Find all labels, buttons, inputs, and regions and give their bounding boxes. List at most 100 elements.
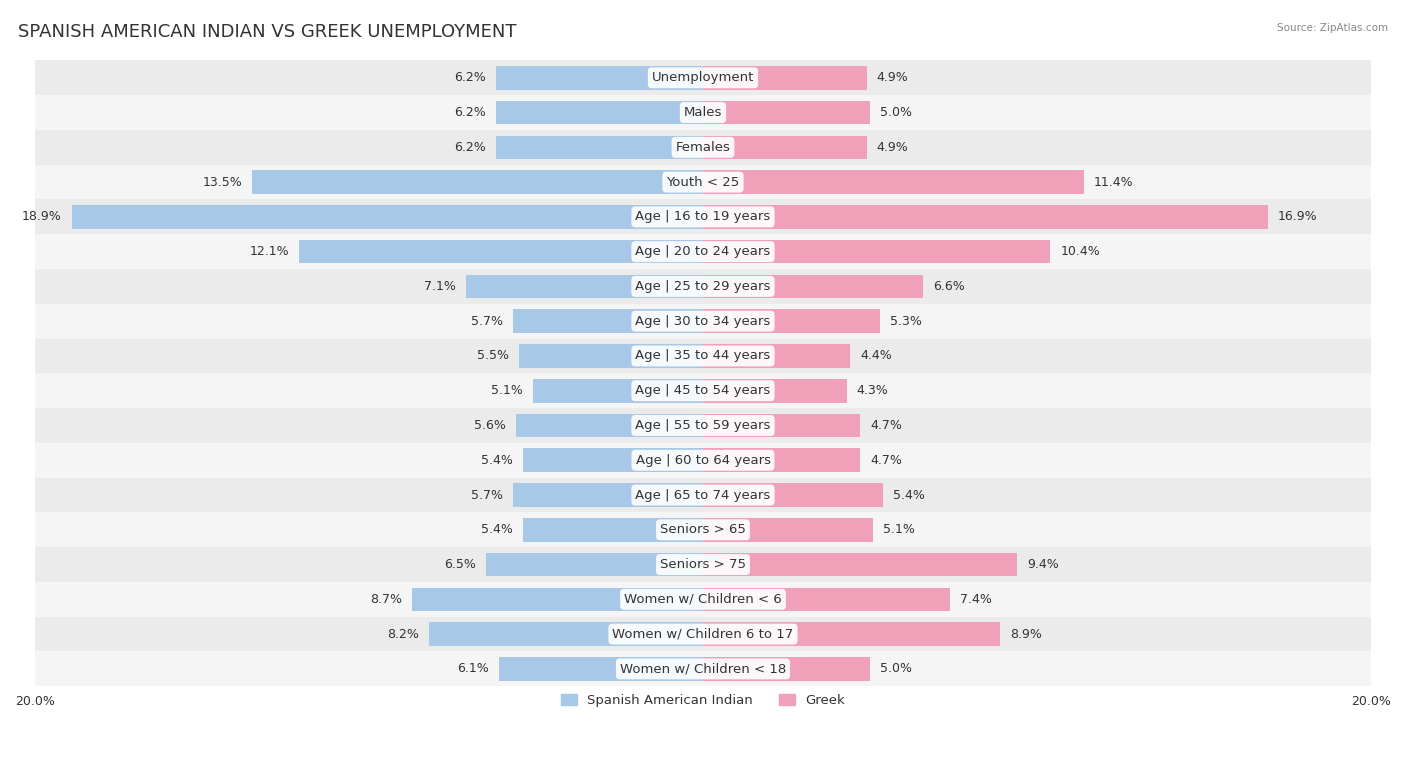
Bar bbox=[703, 170, 1084, 194]
Bar bbox=[35, 200, 1371, 234]
Text: 4.9%: 4.9% bbox=[877, 71, 908, 84]
Text: 12.1%: 12.1% bbox=[249, 245, 288, 258]
Text: 8.2%: 8.2% bbox=[387, 628, 419, 640]
Text: 18.9%: 18.9% bbox=[22, 210, 62, 223]
Text: 4.7%: 4.7% bbox=[870, 419, 901, 432]
Bar bbox=[703, 310, 880, 333]
Text: 11.4%: 11.4% bbox=[1094, 176, 1133, 188]
Text: SPANISH AMERICAN INDIAN VS GREEK UNEMPLOYMENT: SPANISH AMERICAN INDIAN VS GREEK UNEMPLO… bbox=[18, 23, 517, 41]
Text: Age | 35 to 44 years: Age | 35 to 44 years bbox=[636, 350, 770, 363]
Text: 8.9%: 8.9% bbox=[1011, 628, 1042, 640]
Bar bbox=[35, 165, 1371, 200]
Text: Age | 20 to 24 years: Age | 20 to 24 years bbox=[636, 245, 770, 258]
Bar bbox=[35, 547, 1371, 582]
Bar bbox=[486, 553, 703, 576]
Bar bbox=[519, 344, 703, 368]
Text: 4.7%: 4.7% bbox=[870, 453, 901, 467]
Text: 6.2%: 6.2% bbox=[454, 106, 486, 119]
Bar bbox=[35, 61, 1371, 95]
Text: 4.9%: 4.9% bbox=[877, 141, 908, 154]
Bar bbox=[299, 240, 703, 263]
Bar bbox=[72, 205, 703, 229]
Text: Age | 45 to 54 years: Age | 45 to 54 years bbox=[636, 385, 770, 397]
Text: 6.2%: 6.2% bbox=[454, 71, 486, 84]
Bar bbox=[35, 373, 1371, 408]
Text: Youth < 25: Youth < 25 bbox=[666, 176, 740, 188]
Text: 4.3%: 4.3% bbox=[856, 385, 889, 397]
Bar bbox=[703, 101, 870, 124]
Text: Males: Males bbox=[683, 106, 723, 119]
Text: 4.4%: 4.4% bbox=[860, 350, 891, 363]
Bar bbox=[703, 553, 1017, 576]
Text: 8.7%: 8.7% bbox=[370, 593, 402, 606]
Bar bbox=[35, 304, 1371, 338]
Bar bbox=[499, 657, 703, 681]
Bar bbox=[412, 587, 703, 611]
Bar bbox=[35, 512, 1371, 547]
Text: 5.4%: 5.4% bbox=[481, 453, 513, 467]
Text: Age | 16 to 19 years: Age | 16 to 19 years bbox=[636, 210, 770, 223]
Bar bbox=[465, 275, 703, 298]
Text: 9.4%: 9.4% bbox=[1026, 558, 1059, 571]
Bar bbox=[496, 136, 703, 159]
Text: 5.7%: 5.7% bbox=[471, 488, 502, 502]
Bar bbox=[703, 344, 851, 368]
Text: Age | 30 to 34 years: Age | 30 to 34 years bbox=[636, 315, 770, 328]
Bar bbox=[703, 657, 870, 681]
Text: 16.9%: 16.9% bbox=[1278, 210, 1317, 223]
Text: 13.5%: 13.5% bbox=[202, 176, 242, 188]
Bar bbox=[429, 622, 703, 646]
Text: 6.5%: 6.5% bbox=[444, 558, 475, 571]
Bar bbox=[35, 130, 1371, 165]
Text: 7.4%: 7.4% bbox=[960, 593, 993, 606]
Text: 6.2%: 6.2% bbox=[454, 141, 486, 154]
Bar bbox=[513, 310, 703, 333]
Text: Seniors > 65: Seniors > 65 bbox=[659, 523, 747, 536]
Text: 5.0%: 5.0% bbox=[880, 662, 912, 675]
Bar bbox=[496, 66, 703, 89]
Text: Females: Females bbox=[675, 141, 731, 154]
Bar bbox=[35, 652, 1371, 687]
Text: Seniors > 75: Seniors > 75 bbox=[659, 558, 747, 571]
Text: 5.4%: 5.4% bbox=[481, 523, 513, 536]
Bar bbox=[523, 518, 703, 541]
Text: 5.7%: 5.7% bbox=[471, 315, 502, 328]
Text: 6.6%: 6.6% bbox=[934, 280, 966, 293]
Bar bbox=[252, 170, 703, 194]
Bar bbox=[35, 338, 1371, 373]
Bar bbox=[523, 448, 703, 472]
Bar bbox=[703, 587, 950, 611]
Bar bbox=[516, 413, 703, 438]
Bar bbox=[35, 95, 1371, 130]
Bar bbox=[703, 136, 866, 159]
Bar bbox=[533, 379, 703, 403]
Text: Age | 65 to 74 years: Age | 65 to 74 years bbox=[636, 488, 770, 502]
Bar bbox=[703, 275, 924, 298]
Bar bbox=[35, 443, 1371, 478]
Text: 5.1%: 5.1% bbox=[491, 385, 523, 397]
Bar bbox=[703, 379, 846, 403]
Text: Source: ZipAtlas.com: Source: ZipAtlas.com bbox=[1277, 23, 1388, 33]
Text: 5.3%: 5.3% bbox=[890, 315, 922, 328]
Bar bbox=[703, 413, 860, 438]
Bar bbox=[703, 205, 1268, 229]
Text: 7.1%: 7.1% bbox=[425, 280, 456, 293]
Text: Women w/ Children 6 to 17: Women w/ Children 6 to 17 bbox=[613, 628, 793, 640]
Bar bbox=[35, 478, 1371, 512]
Bar bbox=[35, 582, 1371, 617]
Text: 5.1%: 5.1% bbox=[883, 523, 915, 536]
Bar bbox=[35, 408, 1371, 443]
Bar bbox=[703, 240, 1050, 263]
Text: Age | 55 to 59 years: Age | 55 to 59 years bbox=[636, 419, 770, 432]
Bar bbox=[35, 617, 1371, 652]
Text: 5.4%: 5.4% bbox=[893, 488, 925, 502]
Text: 5.0%: 5.0% bbox=[880, 106, 912, 119]
Bar bbox=[35, 269, 1371, 304]
Bar bbox=[35, 234, 1371, 269]
Text: Age | 25 to 29 years: Age | 25 to 29 years bbox=[636, 280, 770, 293]
Text: 5.5%: 5.5% bbox=[477, 350, 509, 363]
Bar bbox=[496, 101, 703, 124]
Text: Unemployment: Unemployment bbox=[652, 71, 754, 84]
Bar bbox=[703, 518, 873, 541]
Text: Women w/ Children < 6: Women w/ Children < 6 bbox=[624, 593, 782, 606]
